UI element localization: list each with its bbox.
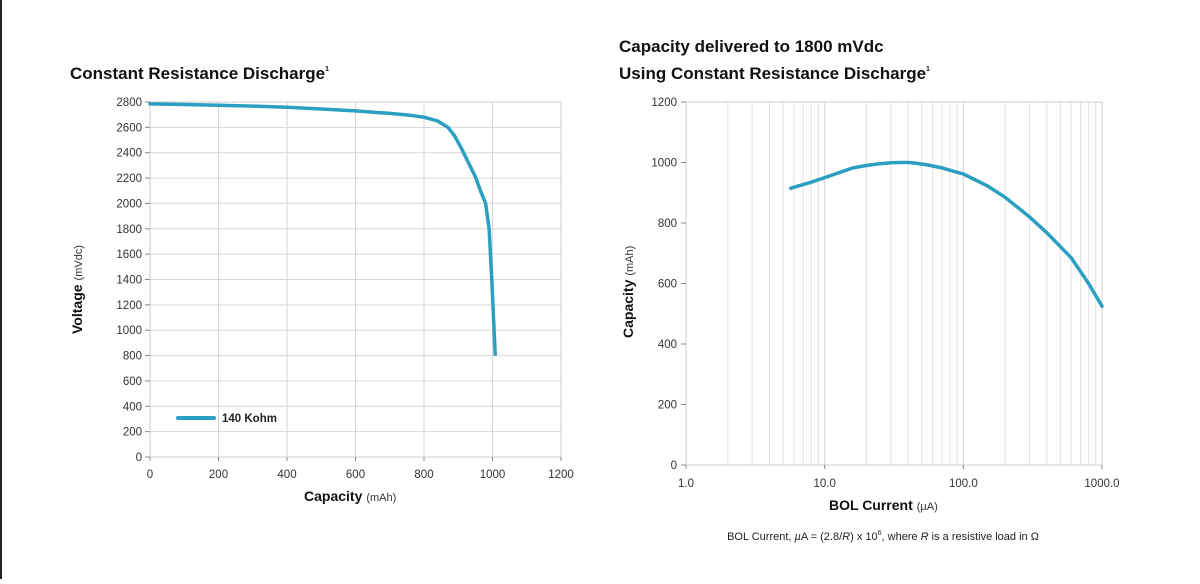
- y-tick-label: 600: [123, 376, 142, 388]
- y-tick-label: 1000: [116, 325, 142, 337]
- x-tick-label: 0: [147, 469, 153, 481]
- y-tick-label: 600: [658, 279, 677, 291]
- chart-left-legend: 140 Kohm: [176, 413, 277, 425]
- chart-left-x-ticks: 0 200 400 600 800 1000 1200: [147, 457, 574, 481]
- y-tick-label: 400: [123, 401, 142, 413]
- chart-right-gridlines: [685, 102, 1103, 465]
- chart-right-plot-frame: [685, 101, 1103, 466]
- x-tick-label: 200: [209, 469, 228, 481]
- y-tick-label: 2400: [116, 148, 142, 160]
- x-tick-label: 800: [414, 469, 433, 481]
- y-tick-label: 2000: [116, 198, 142, 210]
- chart-right-title-line1: Capacity delivered to 1800 mVdc: [619, 37, 884, 56]
- y-tick-label: 1200: [651, 97, 677, 109]
- x-tick-label: 100.0: [949, 478, 978, 490]
- x-tick-label: 10.0: [813, 478, 835, 490]
- chart-right-title-line2: Using Constant Resistance Discharge1: [619, 64, 930, 83]
- chart-right-series: [789, 160, 1104, 308]
- x-tick-label: 1000: [480, 469, 506, 481]
- series-line-capacity: [789, 160, 1104, 308]
- series-line-140-kohm: [148, 102, 497, 357]
- chart-right-x-ticks: 1.0 10.0 100.0 1000.0: [678, 465, 1120, 490]
- chart-left-y-axis-label: Voltage(mVdc): [69, 245, 85, 334]
- y-tick-label: 1800: [116, 224, 142, 236]
- y-tick-label: 1000: [651, 158, 677, 170]
- x-tick-label: 1000.0: [1084, 478, 1119, 490]
- y-tick-label: 0: [136, 452, 142, 464]
- chart-right-y-ticks: 0 200 400 600 800 1000 1200: [651, 97, 686, 472]
- chart-right-y-axis-label: Capacity(mAh): [620, 246, 636, 338]
- y-tick-label: 0: [671, 460, 677, 472]
- chart-right: Capacity delivered to 1800 mVdc Using Co…: [619, 37, 1120, 543]
- chart-left-gridlines: [149, 101, 562, 458]
- y-tick-label: 1200: [116, 300, 142, 312]
- chart-right-x-axis-label: BOL Current (µA): [829, 497, 938, 513]
- chart-right-footnote: BOL Current, µA = (2.8/R) x 106, where R…: [727, 530, 1039, 543]
- chart-left-y-ticks: 0 200 400 600 800 1000 1200 1400 1600 1800 2000 220…: [116, 97, 150, 464]
- y-tick-label: 2200: [116, 173, 142, 185]
- y-tick-label: 1400: [116, 275, 142, 287]
- x-tick-label: 1200: [548, 469, 574, 481]
- x-tick-label: 600: [346, 469, 365, 481]
- x-tick-label: 400: [277, 469, 296, 481]
- y-tick-label: 800: [123, 351, 142, 363]
- legend-label-140-kohm: 140 Kohm: [222, 413, 277, 425]
- y-tick-label: 800: [658, 218, 677, 230]
- chart-left: Constant Resistance Discharge1 0 200 400 60…: [69, 64, 574, 504]
- y-tick-label: 1600: [116, 249, 142, 261]
- y-tick-label: 2600: [116, 122, 142, 134]
- chart-left-series: [148, 102, 497, 357]
- y-tick-label: 2800: [116, 97, 142, 109]
- y-tick-label: 200: [123, 427, 142, 439]
- y-tick-label: 200: [658, 400, 677, 412]
- chart-left-title: Constant Resistance Discharge1: [70, 64, 329, 83]
- chart-left-x-axis-label: Capacity (mAh): [304, 488, 396, 504]
- x-tick-label: 1.0: [678, 478, 694, 490]
- y-tick-label: 400: [658, 339, 677, 351]
- left-window-edge: [0, 0, 2, 579]
